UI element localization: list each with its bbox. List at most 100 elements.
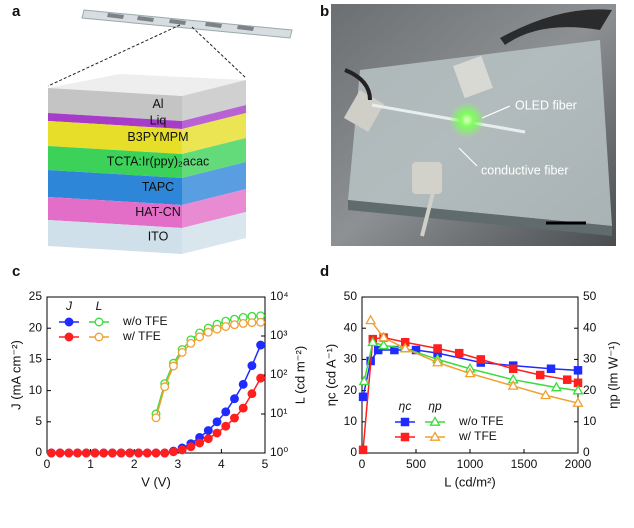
legend-label: w/ TFE: [122, 329, 161, 343]
layer-label: TCTA:Ir(ppy)₂acac: [107, 154, 210, 168]
y2-axis-label: ηp (lm W⁻¹): [605, 341, 620, 409]
y-axis-label: J (mA cm⁻²): [8, 340, 23, 410]
data-point: [358, 375, 370, 386]
data-point: [247, 318, 257, 328]
y-tick-label: 10: [344, 414, 358, 428]
y-tick-label: 20: [344, 383, 358, 397]
zoom-line: [47, 24, 181, 87]
y2-tick-label: 10⁰: [270, 445, 288, 459]
x-tick-label: 1000: [457, 457, 484, 471]
panel-label: b: [320, 3, 329, 20]
data-point: [203, 434, 213, 444]
data-point: [550, 381, 562, 392]
x-tick-label: 5: [262, 457, 269, 471]
data-point: [373, 345, 383, 355]
data-point: [107, 448, 117, 458]
x-tick-label: 0: [359, 457, 366, 471]
x-tick-label: 1: [87, 457, 94, 471]
data-point: [464, 367, 476, 378]
x-tick-label: 2000: [565, 457, 592, 471]
data-point: [186, 338, 196, 348]
data-point: [212, 417, 222, 427]
layer-label: Al: [152, 97, 163, 111]
x-tick-label: 0: [44, 457, 51, 471]
panel-label: a: [12, 3, 21, 20]
photo: OLED fiber conductive fiber: [331, 4, 616, 246]
legend-marker: [400, 432, 410, 442]
data-point: [125, 448, 135, 458]
data-point: [247, 389, 257, 399]
annotation-arrow: [458, 147, 478, 167]
data-point: [160, 448, 170, 458]
x-tick-label: 4: [218, 457, 225, 471]
layer-label: HAT-CN: [135, 205, 181, 219]
x-tick-label: 2: [131, 457, 138, 471]
data-point: [230, 320, 239, 330]
data-point: [562, 375, 572, 384]
data-point: [358, 445, 368, 455]
y-tick-label: 25: [29, 289, 43, 303]
y-tick-label: 30: [344, 352, 358, 366]
legend-header: L: [96, 299, 103, 313]
data-point: [573, 366, 583, 375]
legend-marker: [94, 332, 104, 342]
legend-header: J: [65, 299, 73, 313]
legend-marker: [429, 431, 441, 441]
y-tick-label: 40: [344, 320, 358, 334]
fiber-pixels: [107, 13, 254, 31]
panel-label: d: [320, 263, 329, 280]
data-point: [238, 379, 248, 389]
data-point: [540, 389, 552, 400]
layer-front: [48, 113, 182, 129]
annotation: OLED fiber: [515, 98, 577, 112]
data-point: [160, 382, 170, 392]
data-point: [454, 348, 464, 358]
layer-label: B3PYMPM: [127, 130, 188, 144]
data-point: [238, 403, 248, 413]
y2-axis-label: L (cd m⁻²): [292, 346, 307, 404]
data-point: [256, 317, 266, 327]
layer-label: TAPC: [142, 180, 174, 194]
data-point: [186, 442, 196, 452]
legend-marker: [94, 317, 104, 327]
layer-side: [182, 113, 246, 154]
chart: 0 1 2 3 4 5 0 5 10 15 20 25 10⁰ 10¹ 10² 10³ 10⁴ V (V) J (m…: [8, 289, 307, 489]
zoom-line: [191, 26, 247, 79]
fiber: [81, 9, 293, 39]
data-point: [90, 448, 100, 458]
data-point: [358, 392, 368, 402]
data-point: [212, 428, 222, 438]
y2-tick-label: 40: [583, 320, 597, 334]
data-point: [432, 356, 444, 367]
legend-header: ηc: [399, 399, 412, 413]
legend-label: w/o TFE: [458, 414, 503, 428]
data-point: [99, 448, 109, 458]
panel-label: c: [12, 263, 20, 280]
data-point: [476, 355, 486, 364]
y2-tick-label: 10: [583, 414, 597, 428]
y-tick-label: 5: [35, 414, 42, 428]
data-point: [572, 397, 584, 407]
data-point: [116, 448, 126, 458]
data-point: [64, 448, 74, 458]
stack-top: [48, 74, 246, 96]
data-point: [221, 322, 231, 331]
data-point: [572, 384, 584, 395]
data-point: [142, 448, 152, 458]
y-tick-label: 10: [29, 383, 43, 397]
data-point: [46, 448, 56, 458]
data-point: [535, 370, 545, 380]
data-point: [378, 339, 390, 350]
layer-side: [182, 212, 246, 254]
layer-front: [48, 146, 182, 178]
data-point: [508, 364, 518, 374]
layer-side: [182, 189, 246, 228]
data-point: [177, 445, 187, 455]
legend-marker: [64, 317, 74, 327]
y-tick-label: 20: [29, 320, 43, 334]
legend-label: w/o TFE: [122, 314, 167, 328]
y2-tick-label: 0: [583, 445, 590, 459]
x-tick-label: 500: [406, 457, 426, 471]
